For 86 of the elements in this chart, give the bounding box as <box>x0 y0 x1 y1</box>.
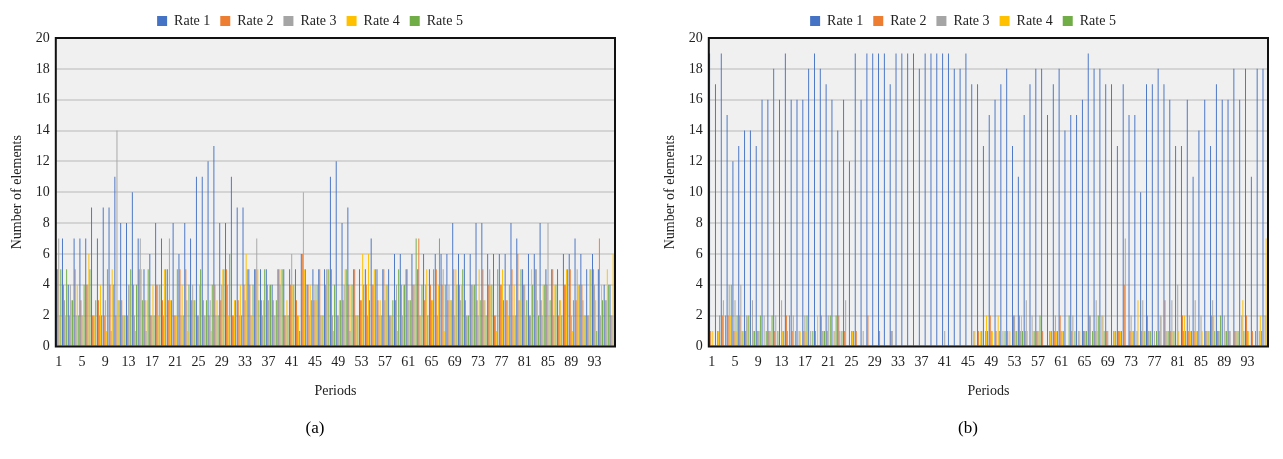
x-tick-label: 85 <box>541 354 556 370</box>
x-tick-label: 33 <box>891 354 906 370</box>
x-tick-label: 81 <box>517 354 532 370</box>
x-tick-label: 21 <box>168 354 183 370</box>
legend-label: Rate 3 <box>300 12 337 28</box>
x-tick-label: 49 <box>984 354 999 370</box>
x-tick-label: 37 <box>261 354 276 370</box>
text: (b) <box>958 418 978 438</box>
y-tick-label: 10 <box>35 183 50 199</box>
y-tick-label: 16 <box>35 91 50 107</box>
x-tick-label: 77 <box>494 354 509 370</box>
legend-label: Rate 1 <box>827 12 864 28</box>
legend-label: Rate 4 <box>363 12 400 28</box>
y-axis-title: Number of elements <box>9 135 25 250</box>
y-tick-label: 18 <box>35 60 50 76</box>
x-tick-label: 77 <box>1147 354 1162 370</box>
x-tick-label: 9 <box>101 354 109 370</box>
x-tick-label: 57 <box>377 354 392 370</box>
x-tick-label: 29 <box>867 354 882 370</box>
legend-label: Rate 3 <box>953 12 990 28</box>
x-tick-label: 5 <box>78 354 86 370</box>
x-tick-label: 57 <box>1030 354 1045 370</box>
x-tick-label: 1 <box>708 354 716 370</box>
x-tick-label: 73 <box>471 354 486 370</box>
y-tick-label: 16 <box>688 91 703 107</box>
text: (a) <box>305 418 325 438</box>
x-tick-label: 45 <box>961 354 976 370</box>
x-tick-label: 13 <box>774 354 789 370</box>
legend-label: Rate 5 <box>1079 12 1116 28</box>
x-tick-label: 33 <box>238 354 253 370</box>
y-tick-label: 20 <box>688 29 703 45</box>
legend-label: Rate 5 <box>426 12 463 28</box>
y-tick-label: 18 <box>688 60 703 76</box>
y-tick-label: 10 <box>688 183 703 199</box>
x-tick-label: 73 <box>1124 354 1139 370</box>
y-tick-label: 6 <box>695 245 703 261</box>
x-tick-label: 89 <box>564 354 579 370</box>
x-tick-label: 41 <box>284 354 299 370</box>
x-tick-label: 1 <box>55 354 63 370</box>
y-tick-label: 6 <box>42 245 50 261</box>
legend-label: Rate 2 <box>237 12 274 28</box>
y-tick-label: 14 <box>688 122 703 138</box>
x-tick-label: 45 <box>308 354 323 370</box>
y-axis-title: Number of elements <box>662 135 678 250</box>
x-tick-label: 29 <box>214 354 229 370</box>
x-tick-label: 89 <box>1217 354 1232 370</box>
x-tick-label: 81 <box>1170 354 1185 370</box>
x-tick-label: 65 <box>1077 354 1092 370</box>
x-tick-label: 25 <box>191 354 206 370</box>
x-tick-label: 21 <box>821 354 836 370</box>
x-tick-label: 93 <box>587 354 602 370</box>
legend-label: Rate 2 <box>890 12 927 28</box>
y-tick-label: 2 <box>695 307 703 323</box>
y-tick-label: 12 <box>35 153 50 169</box>
y-tick-label: 8 <box>42 214 50 230</box>
x-tick-label: 17 <box>797 354 812 370</box>
legend-label: Rate 4 <box>1016 12 1053 28</box>
x-tick-label: 49 <box>331 354 346 370</box>
x-tick-label: 93 <box>1240 354 1255 370</box>
y-tick-label: 4 <box>695 276 703 292</box>
y-tick-label: 0 <box>695 338 703 354</box>
x-tick-label: 9 <box>754 354 762 370</box>
x-axis-title: Periods <box>967 383 1010 399</box>
x-axis-title: Periods <box>314 383 357 399</box>
x-tick-label: 13 <box>121 354 136 370</box>
y-tick-label: 14 <box>35 122 50 138</box>
y-tick-label: 0 <box>42 338 50 354</box>
x-tick-label: 17 <box>144 354 159 370</box>
x-tick-label: 37 <box>914 354 929 370</box>
x-tick-label: 61 <box>1054 354 1069 370</box>
x-tick-label: 65 <box>424 354 439 370</box>
x-tick-label: 61 <box>401 354 416 370</box>
x-tick-label: 85 <box>1194 354 1209 370</box>
y-tick-label: 2 <box>42 307 50 323</box>
x-tick-label: 41 <box>937 354 952 370</box>
x-tick-label: 5 <box>731 354 739 370</box>
y-tick-label: 20 <box>35 29 50 45</box>
x-tick-label: 53 <box>354 354 369 370</box>
x-tick-label: 25 <box>844 354 859 370</box>
y-tick-label: 12 <box>688 153 703 169</box>
x-tick-label: 53 <box>1007 354 1022 370</box>
y-tick-label: 8 <box>695 214 703 230</box>
x-tick-label: 69 <box>447 354 462 370</box>
y-tick-label: 4 <box>42 276 50 292</box>
x-tick-label: 69 <box>1100 354 1115 370</box>
legend-label: Rate 1 <box>174 12 211 28</box>
